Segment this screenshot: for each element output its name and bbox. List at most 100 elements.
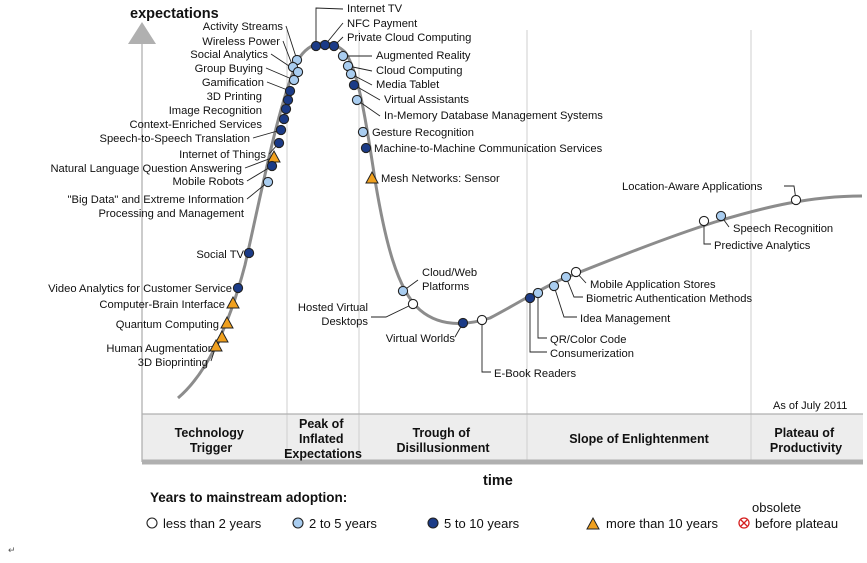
- tech-label-human-augmentation: Human Augmentation: [106, 343, 214, 355]
- marker-2to5-idea-management: [548, 280, 560, 292]
- legend-label-2to5: 2 to 5 years: [309, 516, 377, 531]
- tech-label-mobile-robots: Mobile Robots: [172, 176, 244, 188]
- marker-2to5-qr-color-code: [532, 287, 544, 299]
- marker-lt2-location-aware-applications: [790, 194, 802, 206]
- tech-label-in-memory-database-management-systems: In-Memory Database Management Systems: [384, 110, 603, 122]
- leader-biometric-authentication-methods: [565, 276, 583, 298]
- tech-label-virtual-assistants: Virtual Assistants: [384, 94, 469, 106]
- marker-5to10-internet-tv: [310, 40, 322, 52]
- tech-label-image-recognition: Image Recognition: [169, 105, 262, 117]
- marker-2to5-cloud-web-platforms: [397, 285, 409, 297]
- marker-5to10-private-cloud-computing: [328, 40, 340, 52]
- marker-2to5-group-buying: [288, 74, 300, 86]
- leader-activity-streams: [285, 25, 298, 61]
- marker-5to10-mobile-robots: [266, 160, 278, 172]
- marker-lt2-e-book-readers: [476, 314, 488, 326]
- marker-5to10-nfc-payment: [319, 39, 331, 51]
- legend: Years to mainstream adoption: less than …: [146, 490, 838, 531]
- tech-label-internet-tv: Internet TV: [347, 3, 403, 15]
- marker-5to10-consumerization: [524, 292, 536, 304]
- phase-label-peak: Peak of Inflated Expectations: [284, 417, 362, 461]
- marker-5to10-image-recognition: [280, 103, 292, 115]
- legend-label-5to10: 5 to 10 years: [444, 516, 520, 531]
- tech-label-group-buying: Group Buying: [195, 63, 263, 75]
- tech-label-mobile-application-stores: Mobile Application Stores: [590, 279, 716, 291]
- tech-label-mesh-networks-sensor: Mesh Networks: Sensor: [381, 173, 500, 185]
- tech-label-internet-of-things: Internet of Things: [179, 149, 266, 161]
- tech-label-video-analytics-for-customer-service: Video Analytics for Customer Service: [48, 283, 232, 295]
- tech-label-wireless-power: Wireless Power: [202, 36, 280, 48]
- legend-triangle-icon: [586, 516, 600, 530]
- legend-white-circle-icon: [146, 517, 158, 529]
- tech-label-e-book-readers: E-Book Readers: [494, 368, 576, 380]
- tech-label-cloud-web-platforms: Cloud/Web Platforms: [422, 267, 477, 293]
- tech-label-consumerization: Consumerization: [550, 348, 634, 360]
- marker-5to10-gamification: [284, 85, 296, 97]
- legend-label-lt2: less than 2 years: [163, 516, 262, 531]
- marker-2to5-social-analytics: [292, 66, 304, 78]
- legend-label-obsolete-top: obsolete: [752, 500, 801, 515]
- tech-label-gamification: Gamification: [202, 77, 264, 89]
- tech-label-social-tv: Social TV: [196, 249, 244, 261]
- tech-label-machine-to-machine-communication-services: Machine-to-Machine Communication Service…: [374, 143, 603, 155]
- phase-label-plateau: Plateau of Productivity: [770, 426, 842, 455]
- marker-triangle-computer-brain-interface: [226, 295, 240, 309]
- tech-label-context-enriched-services: Context-Enriched Services: [130, 119, 263, 131]
- marker-lt2-mobile-application-stores: [570, 266, 582, 278]
- marker-2to5-in-memory-database-management-systems: [351, 94, 363, 106]
- technology-markers: [209, 39, 802, 352]
- tech-label-natural-language-question-answering: Natural Language Question Answering: [50, 163, 242, 175]
- marker-5to10-context-enriched-services: [278, 113, 290, 125]
- tech-label-qr-color-code: QR/Color Code: [550, 334, 626, 346]
- marker-5to10-virtual-assistants: [348, 79, 360, 91]
- marker-5to10-social-tv: [243, 247, 255, 259]
- marker-triangle-human-augmentation: [215, 329, 229, 343]
- paragraph-mark: ↵: [8, 545, 16, 555]
- marker-lt2-hosted-virtual-desktops: [407, 298, 419, 310]
- tech-label-3d-printing: 3D Printing: [207, 91, 262, 103]
- y-axis-label: expectations: [130, 6, 219, 22]
- marker-2to5-speech-recognition: [715, 210, 727, 222]
- marker-2to5-augmented-reality: [337, 50, 349, 62]
- marker-5to10-3d-printing: [282, 94, 294, 106]
- legend-title: Years to mainstream adoption:: [150, 490, 347, 505]
- legend-dark-circle-icon: [427, 517, 439, 529]
- tech-label-quantum-computing: Quantum Computing: [116, 319, 219, 331]
- tech-label-nfc-payment: NFC Payment: [347, 18, 418, 30]
- marker-2to5-biometric-authentication-methods: [560, 271, 572, 283]
- tech-label-predictive-analytics: Predictive Analytics: [714, 240, 811, 252]
- marker-triangle-quantum-computing: [220, 315, 234, 329]
- tech-label-location-aware-applications: Location-Aware Applications: [622, 181, 763, 193]
- hype-cycle-curve: [177, 41, 863, 400]
- marker-lt2-predictive-analytics: [698, 215, 710, 227]
- marker-2to5-big-data-and-extreme-information-processing-and-management: [262, 176, 274, 188]
- legend-light-circle-icon: [292, 517, 304, 529]
- marker-triangle-mesh-networks-sensor: [365, 170, 379, 184]
- tech-label-idea-management: Idea Management: [580, 313, 671, 325]
- leader-predictive-analytics: [703, 221, 711, 245]
- marker-2to5-media-tablet: [345, 68, 357, 80]
- marker-5to10-virtual-worlds: [457, 317, 469, 329]
- tech-label-big-data-and-extreme-information-processing-and-management: "Big Data" and Extreme Information Proces…: [68, 194, 245, 220]
- tech-label-virtual-worlds: Virtual Worlds: [386, 333, 456, 345]
- marker-5to10-machine-to-machine-communication-services: [360, 142, 372, 154]
- phase-label-slope: Slope of Enlightenment: [569, 432, 709, 446]
- y-axis-arrow-icon: [128, 22, 156, 44]
- legend-label-obsolete: before plateau: [755, 516, 838, 531]
- leader-lines: [210, 7, 797, 373]
- tech-label-augmented-reality: Augmented Reality: [376, 50, 471, 62]
- leader-idea-management: [553, 285, 577, 318]
- leader-e-book-readers: [481, 320, 491, 373]
- phase-label-technology-trigger: Technology Trigger: [175, 426, 248, 455]
- tech-label-3d-bioprinting: 3D Bioprinting: [138, 357, 208, 369]
- marker-5to10-internet-of-things: [273, 137, 285, 149]
- tech-label-gesture-recognition: Gesture Recognition: [372, 127, 474, 139]
- tech-label-private-cloud-computing: Private Cloud Computing: [347, 32, 471, 44]
- marker-5to10-video-analytics-for-customer-service: [232, 282, 244, 294]
- marker-2to5-gesture-recognition: [357, 126, 369, 138]
- tech-label-activity-streams: Activity Streams: [203, 21, 284, 33]
- tech-label-computer-brain-interface: Computer-Brain Interface: [99, 299, 225, 311]
- leader-qr-color-code: [537, 293, 547, 339]
